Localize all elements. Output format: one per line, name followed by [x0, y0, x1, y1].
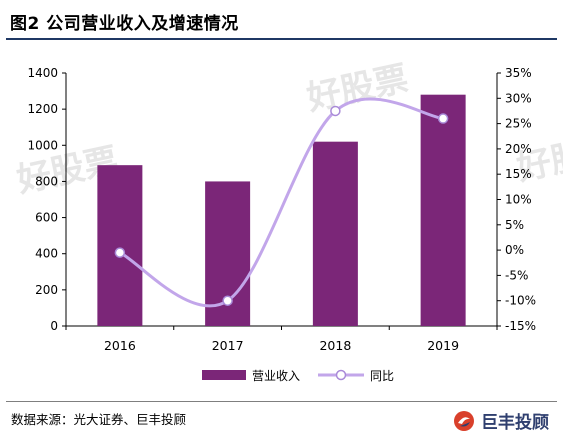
y-right-tick-label: -15%	[505, 319, 536, 333]
y-right-tick-label: 30%	[505, 91, 532, 105]
y-left-tick-label: 1200	[27, 102, 58, 116]
bar	[420, 94, 466, 326]
legend-swatch-marker	[335, 369, 347, 381]
title-divider	[6, 38, 557, 40]
x-tick-label: 2016	[104, 338, 136, 353]
legend-label-line: 同比	[370, 369, 394, 383]
legend-label-bar: 营业收入	[252, 369, 300, 383]
y-left-tick-label: 0	[50, 319, 58, 333]
x-tick-label: 2017	[212, 338, 244, 353]
y-right-tick-label: 15%	[505, 167, 532, 181]
chart-title: 图2 公司营业收入及增速情况	[10, 14, 239, 34]
line-point	[437, 113, 449, 124]
y-left-tick-label: 600	[35, 211, 58, 225]
y-right-tick-label: -5%	[505, 268, 528, 282]
y-right-tick-label: 5%	[505, 218, 524, 232]
brand-logo-icon	[454, 410, 474, 431]
y-right-tick-label: 35%	[505, 66, 532, 80]
brand: 巨丰投顾	[453, 408, 549, 433]
series-line	[119, 97, 444, 308]
line-series	[114, 97, 449, 308]
y-right-tick-label: -10%	[505, 294, 536, 308]
footer-divider	[6, 401, 557, 402]
line-point	[222, 295, 233, 306]
legend-swatch-bar	[202, 370, 246, 380]
y-left-tick-label: 800	[35, 174, 58, 188]
y-right-tick-label: 25%	[505, 117, 532, 131]
x-tick-label: 2018	[319, 338, 351, 353]
line-point	[330, 105, 341, 117]
y-left-tick-label: 1400	[27, 66, 58, 80]
brand-name: 巨丰投顾	[481, 413, 549, 433]
y-left-tick-label: 200	[35, 283, 58, 297]
watermark-text: 好股票	[303, 58, 412, 119]
source-note: 数据来源：光大证券、巨丰投顾	[11, 412, 187, 427]
legend: 营业收入 同比	[202, 369, 394, 383]
y-left-tick-label: 1000	[27, 138, 58, 152]
y-left-tick-label: 400	[35, 247, 58, 261]
y-right-tick-label: 0%	[505, 243, 524, 257]
bar	[312, 141, 358, 326]
y-right-tick-label: 10%	[505, 193, 532, 207]
bar-series	[97, 94, 466, 326]
x-tick-label: 2019	[427, 338, 459, 353]
line-point	[114, 247, 126, 258]
bar	[97, 165, 143, 326]
y-right-tick-label: 20%	[505, 142, 532, 156]
tick-labels: 0 200 400 600 800 1000 1200 1400 -15% -10% -5% 0% 5%…	[27, 66, 536, 353]
